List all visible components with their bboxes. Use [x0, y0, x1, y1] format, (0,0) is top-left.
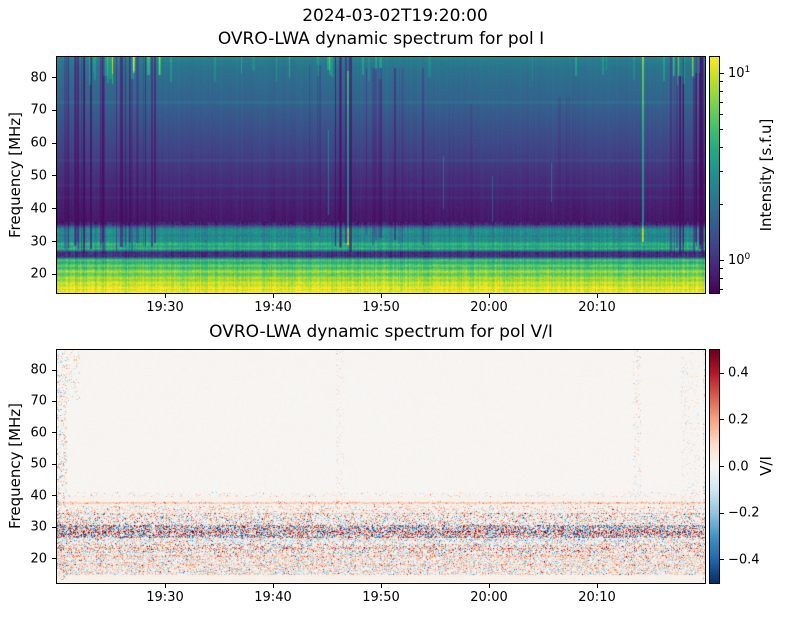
pol-vi-x-ticks: 19:30 19:40 19:50 20:00 20:10: [57, 584, 705, 608]
pol-i-title: OVRO-LWA dynamic spectrum for pol I: [217, 29, 545, 49]
y-tick-label: 20: [30, 551, 47, 566]
pol-vi-colorbar-label: V/I: [757, 456, 775, 476]
pol-i-colorbar-label: Intensity [s.f.u]: [757, 118, 775, 232]
y-tick: [52, 77, 56, 79]
colorbar-tick-label: 101: [728, 64, 751, 82]
x-tick: [380, 294, 382, 298]
x-tick-label: 20:00: [470, 300, 508, 315]
colorbar-minor-tick: [720, 90, 723, 92]
colorbar-tick: [720, 466, 724, 467]
y-tick-label: 80: [30, 362, 47, 378]
colorbar-tick-label: 0.0: [728, 459, 749, 474]
colorbar-minor-tick: [720, 114, 723, 116]
pol-i-axes: [56, 56, 706, 294]
x-tick: [488, 584, 490, 588]
y-tick: [52, 558, 56, 559]
y-tick-label: 50: [30, 456, 47, 472]
colorbar-tick-label: −0.4: [728, 552, 760, 568]
y-tick: [52, 400, 56, 402]
colorbar-minor-tick: [720, 81, 723, 83]
pol-i-colorbar: [709, 56, 720, 294]
pol-vi-colorbar: [709, 349, 720, 584]
y-tick-label: 30: [30, 234, 47, 250]
colorbar-tick-label: 0.4: [728, 365, 749, 381]
y-tick: [52, 142, 56, 144]
pol-i-x-ticks: 19:30 19:40 19:50 20:00 20:10: [57, 294, 705, 318]
pol-vi-title: OVRO-LWA dynamic spectrum for pol V/I: [209, 322, 553, 342]
colorbar-tick-exponent: 0: [744, 252, 751, 263]
x-tick-label: 20:10: [578, 300, 616, 315]
colorbar-minor-tick: [720, 170, 723, 172]
colorbar-tick: [720, 559, 724, 561]
x-tick-label: 20:00: [470, 590, 508, 605]
colorbar-minor-tick: [720, 101, 723, 103]
y-tick: [52, 526, 56, 528]
colorbar-tick: [720, 259, 724, 261]
colorbar-minor-tick: [720, 268, 723, 270]
x-tick-label: 19:40: [254, 590, 292, 605]
y-tick-label: 70: [30, 102, 47, 118]
colorbar-minor-tick: [720, 129, 723, 131]
pol-i-colorbar-ticks: 101 100: [720, 57, 784, 293]
colorbar-minor-tick: [720, 147, 723, 149]
y-tick-label: 40: [30, 201, 47, 217]
colorbar-tick-label: −0.2: [728, 505, 760, 521]
y-tick: [52, 175, 56, 177]
pol-vi-y-ticks: 20 30 40 50 60 70 80: [0, 350, 56, 583]
y-tick: [52, 432, 56, 434]
colorbar-minor-tick: [720, 288, 723, 290]
colorbar-tick-label: 100: [728, 252, 751, 269]
colorbar-tick: [720, 72, 724, 74]
x-tick-label: 19:30: [146, 300, 184, 315]
x-tick-label: 19:30: [146, 590, 184, 605]
colorbar-minor-tick: [720, 203, 723, 205]
x-tick-label: 19:50: [362, 300, 400, 315]
x-tick: [164, 584, 166, 588]
x-tick: [488, 294, 490, 298]
x-tick: [164, 294, 166, 298]
y-tick-label: 40: [30, 488, 47, 504]
y-tick-label: 60: [30, 135, 47, 151]
x-tick: [272, 294, 274, 298]
pol-vi-colorbar-canvas: [710, 350, 719, 583]
y-tick-label: 70: [30, 393, 47, 409]
pol-vi-colorbar-ticks: 0.4 0.2 0.0 −0.2 −0.4: [720, 350, 784, 583]
colorbar-tick: [720, 512, 724, 514]
y-tick-label: 80: [30, 70, 47, 86]
x-tick-label: 19:50: [362, 590, 400, 605]
colorbar-tick-label: 0.2: [728, 412, 749, 428]
y-tick: [52, 463, 56, 465]
y-tick: [52, 273, 56, 275]
x-tick: [272, 584, 274, 588]
y-tick: [52, 241, 56, 243]
y-tick-label: 50: [30, 168, 47, 184]
colorbar-tick: [720, 419, 724, 421]
pol-vi-heatmap-canvas: [57, 350, 705, 583]
colorbar-minor-tick: [720, 278, 723, 280]
y-tick-label: 20: [30, 266, 47, 282]
y-tick-label: 30: [30, 519, 47, 535]
y-tick: [52, 495, 56, 497]
y-tick: [52, 369, 56, 371]
colorbar-tick-exponent: 1: [744, 64, 751, 75]
pol-i-heatmap-canvas: [57, 57, 705, 293]
figure-suptitle: 2024-03-02T19:20:00: [302, 6, 488, 26]
pol-i-colorbar-canvas: [710, 57, 719, 293]
x-tick: [596, 294, 598, 298]
y-tick-label: 60: [30, 425, 47, 441]
x-tick: [380, 584, 382, 588]
y-tick: [52, 208, 56, 210]
pol-vi-axes: [56, 349, 706, 584]
x-tick: [596, 584, 598, 588]
x-tick-label: 19:40: [254, 300, 292, 315]
pol-vi-y-axis-label: Frequency [MHz]: [6, 402, 24, 530]
pol-i-y-axis-label: Frequency [MHz]: [6, 111, 24, 239]
y-tick: [52, 109, 56, 111]
x-tick-label: 20:10: [578, 590, 616, 605]
pol-i-y-ticks: 20 30 40 50 60 70 80: [0, 57, 56, 293]
colorbar-tick: [720, 372, 724, 374]
